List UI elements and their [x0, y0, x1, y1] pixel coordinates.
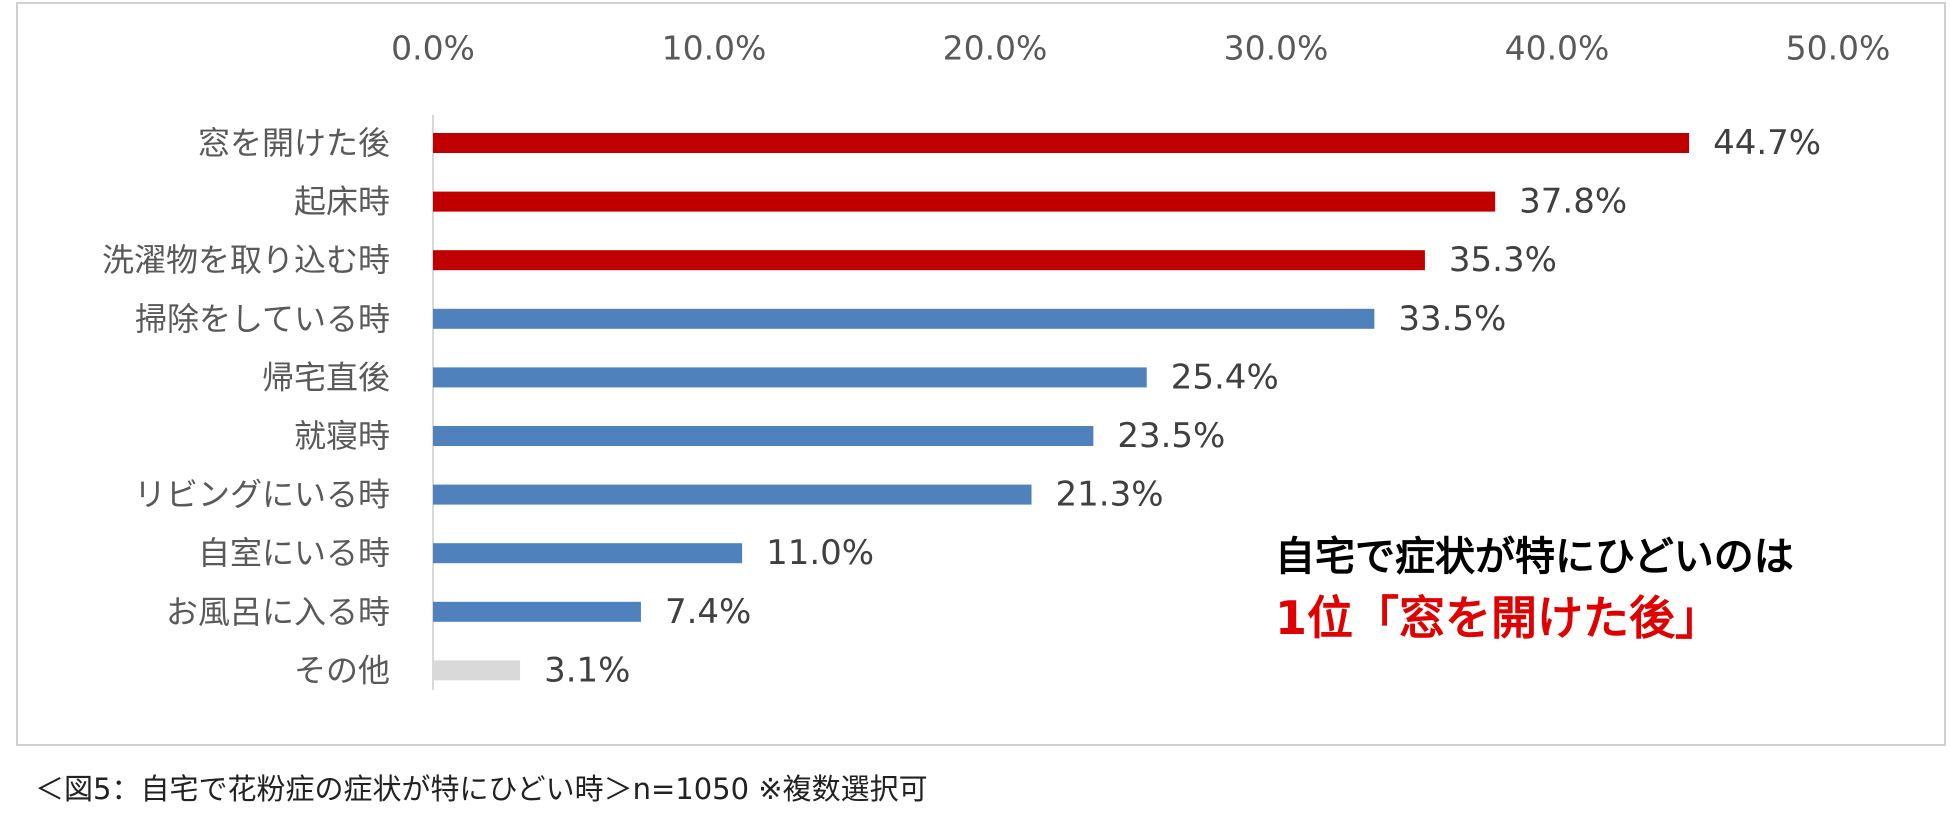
- x-tick-label: 0.0%: [391, 29, 475, 68]
- bar: [433, 426, 1094, 446]
- y-tick-label: 窓を開けた後: [198, 124, 390, 162]
- annotation-highlight: 1位「窓を開けた後」: [1275, 591, 1721, 645]
- bar: [433, 484, 1032, 505]
- x-tick-label: 50.0%: [1786, 29, 1891, 68]
- y-tick-label: 自室にいる時: [198, 534, 390, 572]
- bar: [433, 308, 1375, 329]
- value-label: 35.3%: [1449, 240, 1557, 280]
- value-label: 7.4%: [665, 592, 751, 632]
- value-label: 23.5%: [1117, 416, 1225, 456]
- value-label: 21.3%: [1056, 475, 1164, 515]
- y-tick-label: お風呂に入る時: [166, 593, 390, 631]
- x-tick-label: 20.0%: [943, 29, 1048, 68]
- value-label: 25.4%: [1171, 357, 1279, 397]
- y-tick-label: 掃除をしている時: [135, 300, 390, 338]
- y-tick-label: 就寝時: [294, 417, 390, 455]
- y-tick-label: リビングにいる時: [134, 476, 390, 514]
- bar: [433, 367, 1147, 388]
- y-tick-label: 帰宅直後: [262, 358, 390, 396]
- bar: [433, 191, 1496, 212]
- y-tick-label: 起床時: [294, 183, 390, 221]
- bar: [433, 250, 1425, 271]
- value-label: 37.8%: [1519, 182, 1627, 222]
- value-label: 44.7%: [1713, 123, 1821, 163]
- bar: [433, 660, 521, 681]
- bar: [433, 601, 641, 622]
- x-tick-label: 30.0%: [1224, 29, 1329, 68]
- bar: [433, 543, 743, 564]
- y-tick-label: 洗濯物を取り込む時: [102, 241, 390, 279]
- x-tick-label: 40.0%: [1505, 29, 1610, 68]
- y-tick-label: その他: [294, 651, 390, 689]
- x-tick-label: 10.0%: [662, 29, 767, 68]
- value-label: 33.5%: [1398, 299, 1506, 339]
- value-label: 11.0%: [766, 533, 874, 573]
- caption: ＜図5：自宅で花粉症の症状が特にひどい時＞n=1050 ※複数選択可: [35, 772, 928, 806]
- bar: [433, 133, 1690, 153]
- value-label: 3.1%: [544, 650, 630, 690]
- annotation: 自宅で症状が特にひどいのは: [1275, 534, 1794, 580]
